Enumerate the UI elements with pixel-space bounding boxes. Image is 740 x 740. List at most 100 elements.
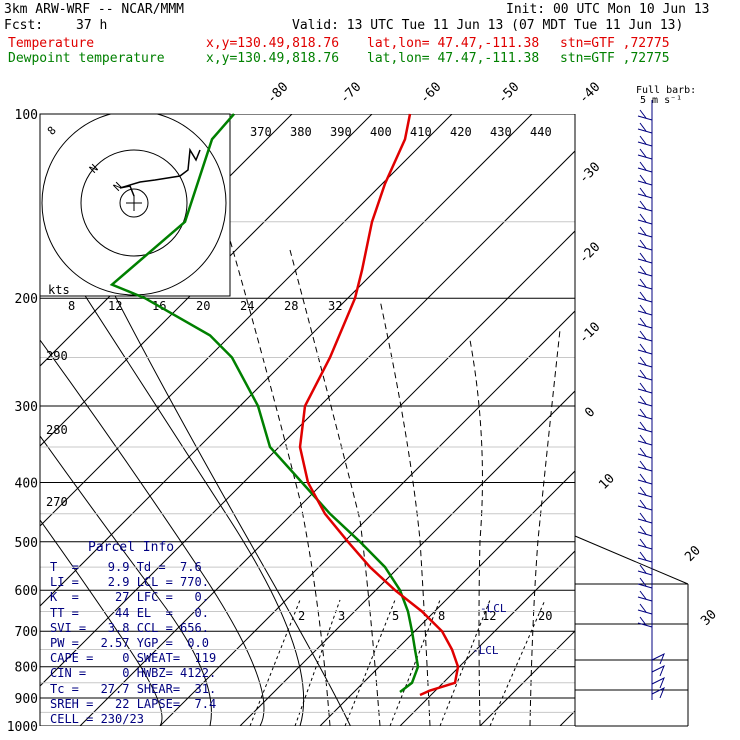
isotherm	[720, 114, 740, 726]
parcel-info-row: Tc = 27.7 SHEAR= 31.	[50, 681, 217, 696]
theta-e-labels: 370 380 390 400 410 420 430 440	[250, 125, 552, 139]
isotherm	[40, 114, 373, 447]
isotherm-label: -80	[264, 80, 291, 107]
theta-e-label: 440	[530, 125, 552, 139]
wind-barb	[639, 330, 647, 340]
wind-barb	[637, 544, 653, 550]
wind-barb	[637, 193, 653, 199]
parcel-info-row: TT = 44 EL = 0.	[50, 605, 209, 620]
wind-barb	[637, 232, 653, 238]
pressure-label: 1000	[7, 720, 38, 735]
dewpoint-legend: Dewpoint temperature	[8, 51, 165, 66]
pressure-labels: 100 200 300 400 500 600 700 800 900 1000	[7, 108, 38, 735]
dewpoint-xy: x,y=130.49,818.76	[206, 51, 340, 66]
wind-barb	[639, 122, 647, 132]
moist-adiabat-lines	[229, 239, 561, 726]
theta-e-label: 430	[490, 125, 512, 139]
wind-barb	[639, 512, 647, 522]
wind-barb	[639, 577, 647, 587]
wind-barb	[637, 505, 653, 511]
wind-barb	[637, 479, 653, 485]
wind-barb	[637, 609, 653, 615]
wind-barb	[637, 440, 653, 446]
wind-barb	[637, 206, 653, 212]
wind-barb	[639, 473, 647, 483]
wind-barb	[637, 414, 653, 420]
background-grid	[40, 114, 740, 726]
wind-barb	[637, 271, 653, 277]
mixing-ratio-labels: 2 3 5 8 12 20	[298, 609, 552, 623]
wind-barb	[639, 486, 647, 496]
isotherm	[79, 230, 575, 726]
speed-label: 20	[196, 299, 210, 313]
dewpoint-stn: stn=GTF ,72775	[560, 51, 670, 66]
theta-e-label: 400	[370, 125, 392, 139]
wind-barb	[637, 115, 653, 121]
isotherm	[40, 150, 575, 687]
isotherm-label: -40	[576, 80, 603, 107]
parcel-info-row: SREH = 22 LAPSE= 7.4	[50, 696, 217, 711]
isobar-lines	[40, 114, 575, 726]
mixing-ratio-label: 2	[298, 609, 305, 623]
wind-barb	[637, 284, 653, 290]
isotherm	[559, 710, 575, 726]
isotherm	[399, 550, 575, 726]
wind-barb	[637, 596, 653, 602]
parcel-info-row: T = 9.9 Td = 7.6	[50, 560, 202, 574]
wind-barb	[639, 226, 647, 236]
wind-barb	[639, 616, 647, 626]
lcl-label: -LCL	[480, 602, 507, 615]
wind-barb	[639, 395, 647, 405]
wind-barb	[637, 401, 653, 407]
wind-barb	[639, 382, 647, 392]
wind-barb	[637, 362, 653, 368]
wind-barb	[637, 492, 653, 498]
wind-barb	[637, 518, 653, 524]
model-title: 3km ARW-WRF -- NCAR/MMM	[4, 2, 185, 17]
pressure-label: 600	[15, 584, 38, 599]
wind-barb	[639, 434, 647, 444]
theta-e-label: 380	[290, 125, 312, 139]
theta-e-label: 370	[250, 125, 272, 139]
pressure-label: 200	[15, 292, 38, 307]
dewpoint-line	[109, 113, 420, 693]
isotherm-label: -30	[576, 160, 603, 187]
speed-label: 24	[240, 299, 254, 313]
wind-barb	[639, 551, 647, 561]
lcl-markers: -LCL -LCL	[472, 602, 507, 657]
wind-barb	[637, 336, 653, 342]
wind-barb	[637, 128, 653, 134]
isotherm	[40, 114, 453, 527]
wind-barb	[637, 349, 653, 355]
wind-barb	[639, 239, 647, 249]
temperature-xy: x,y=130.49,818.76	[206, 36, 340, 51]
wind-barb	[637, 219, 653, 225]
wind-barb	[639, 304, 647, 314]
wind-barb	[637, 531, 653, 537]
wind-barb	[651, 664, 665, 677]
mixing-ratio-label: 3	[338, 609, 345, 623]
init-time: Init: 00 UTC Mon 10 Jun 13	[506, 2, 710, 17]
temperature-stn: stn=GTF ,72775	[560, 36, 670, 51]
pressure-label: 400	[15, 476, 38, 491]
wind-barb	[637, 310, 653, 316]
wind-barb	[637, 622, 653, 628]
pressure-label: 900	[15, 692, 38, 707]
speed-label: 8	[68, 299, 75, 313]
theta-label: 270	[46, 495, 68, 509]
wind-barb	[639, 343, 647, 353]
wind-barb	[639, 460, 647, 470]
wind-barb	[637, 557, 653, 563]
wind-barb	[639, 538, 647, 548]
wind-barb	[639, 174, 647, 184]
mixing-ratio-label: 5	[392, 609, 399, 623]
temperature-line	[298, 113, 460, 697]
temperature-legend: Temperature	[8, 36, 95, 51]
wind-barb	[639, 603, 647, 613]
lcl-label: -LCL	[472, 644, 499, 657]
wind-barb	[639, 187, 647, 197]
theta-label: 290	[46, 349, 68, 363]
pressure-label: 800	[15, 661, 38, 676]
wind-barb	[639, 109, 647, 119]
